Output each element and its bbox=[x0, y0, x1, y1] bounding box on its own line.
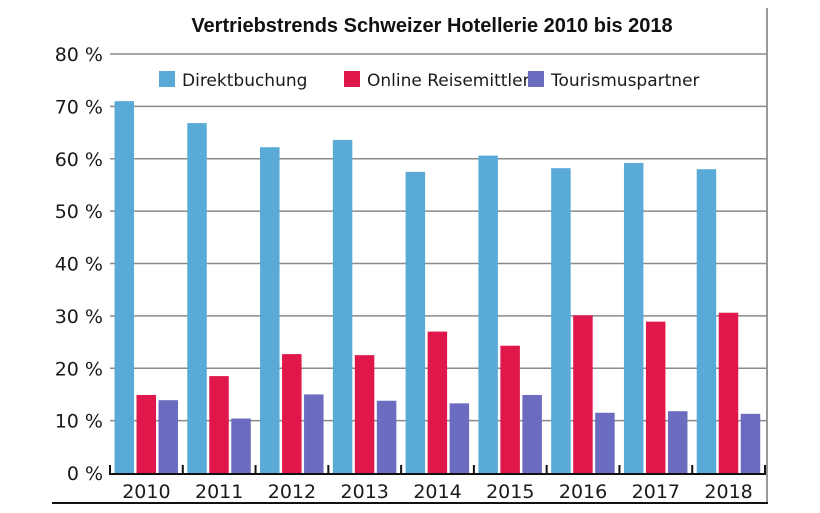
bar-online-reisemittler-2010 bbox=[136, 394, 156, 473]
bar-group-2010 bbox=[114, 101, 178, 473]
y-tick-label: 60 % bbox=[55, 149, 103, 171]
bars bbox=[114, 101, 761, 474]
x-tick-label: 2011 bbox=[195, 481, 243, 503]
y-tick-label: 30 % bbox=[55, 306, 103, 328]
x-axis: 2010 2011 2012 2013 2014 2015 2016 2017 2018 bbox=[109, 465, 766, 503]
legend-swatch bbox=[344, 71, 360, 87]
bar-tourismuspartner-2018 bbox=[740, 413, 761, 473]
bar-group-2013 bbox=[332, 139, 397, 473]
x-tick-label: 2015 bbox=[486, 481, 534, 503]
bar-direktbuchung-2016 bbox=[551, 168, 571, 474]
y-tick-label: 80 % bbox=[55, 44, 103, 66]
legend-swatch bbox=[159, 71, 175, 87]
bar-online-reisemittler-2014 bbox=[427, 331, 448, 473]
x-tick-label: 2016 bbox=[559, 481, 607, 503]
bar-tourismuspartner-2014 bbox=[449, 403, 470, 473]
bar-group-2016 bbox=[551, 168, 615, 474]
y-tick-label: 20 % bbox=[55, 358, 103, 380]
bar-online-reisemittler-2016 bbox=[573, 315, 593, 473]
bar-online-reisemittler-2013 bbox=[354, 355, 375, 473]
y-tick-label: 70 % bbox=[55, 96, 103, 118]
x-tick-label: 2010 bbox=[122, 481, 170, 503]
bar-group-2011 bbox=[187, 123, 251, 473]
legend-label: Direktbuchung bbox=[182, 71, 307, 91]
bar-tourismuspartner-2012 bbox=[304, 394, 324, 473]
bar-online-reisemittler-2015 bbox=[500, 345, 520, 473]
x-tick-label: 2013 bbox=[341, 481, 389, 503]
bar-group-2018 bbox=[696, 169, 761, 473]
y-tick-label: 0 % bbox=[67, 463, 103, 485]
x-tick-label: 2017 bbox=[632, 481, 680, 503]
bar-online-reisemittler-2018 bbox=[718, 312, 739, 473]
bar-tourismuspartner-2015 bbox=[522, 394, 542, 473]
y-tick-label: 50 % bbox=[55, 201, 103, 223]
bar-group-2015 bbox=[478, 155, 542, 474]
bar-direktbuchung-2013 bbox=[332, 139, 353, 473]
y-axis-ticks: 0 % 10 % 20 % 30 % 40 % 50 % 60 % 70 % 80 % bbox=[55, 44, 103, 485]
bar-direktbuchung-2017 bbox=[623, 162, 644, 473]
bar-tourismuspartner-2016 bbox=[595, 412, 615, 473]
bar-online-reisemittler-2011 bbox=[209, 376, 229, 473]
legend: Direktbuchung Online Reisemittler Tourismu… bbox=[159, 71, 700, 91]
bar-direktbuchung-2010 bbox=[114, 101, 134, 473]
x-tick-label: 2018 bbox=[704, 481, 752, 503]
y-tick-label: 10 % bbox=[55, 411, 103, 433]
bar-group-2014 bbox=[405, 171, 470, 473]
bar-online-reisemittler-2017 bbox=[645, 321, 666, 473]
x-tick-label: 2014 bbox=[413, 481, 461, 503]
bar-group-2017 bbox=[623, 162, 688, 473]
legend-item-online-reisemittler: Online Reisemittler bbox=[344, 71, 530, 91]
legend-label: Tourismuspartner bbox=[550, 71, 700, 91]
bar-direktbuchung-2015 bbox=[478, 155, 498, 474]
legend-swatch bbox=[528, 71, 544, 87]
bar-tourismuspartner-2013 bbox=[376, 400, 397, 473]
chart-title: Vertriebstrends Schweizer Hotellerie 201… bbox=[191, 15, 672, 37]
legend-label: Online Reisemittler bbox=[367, 71, 530, 91]
gridlines bbox=[110, 53, 766, 422]
x-tick-label: 2012 bbox=[268, 481, 316, 503]
bar-online-reisemittler-2012 bbox=[282, 354, 302, 473]
bar-tourismuspartner-2011 bbox=[231, 418, 251, 473]
bar-tourismuspartner-2017 bbox=[667, 411, 688, 473]
bar-direktbuchung-2011 bbox=[187, 123, 207, 473]
bar-tourismuspartner-2010 bbox=[158, 400, 178, 473]
legend-item-direktbuchung: Direktbuchung bbox=[159, 71, 307, 91]
bar-direktbuchung-2014 bbox=[405, 171, 426, 473]
y-tick-label: 40 % bbox=[55, 254, 103, 276]
bar-group-2012 bbox=[260, 147, 324, 474]
bar-direktbuchung-2018 bbox=[696, 169, 717, 473]
bar-direktbuchung-2012 bbox=[260, 147, 280, 474]
legend-item-tourismuspartner: Tourismuspartner bbox=[528, 71, 700, 91]
